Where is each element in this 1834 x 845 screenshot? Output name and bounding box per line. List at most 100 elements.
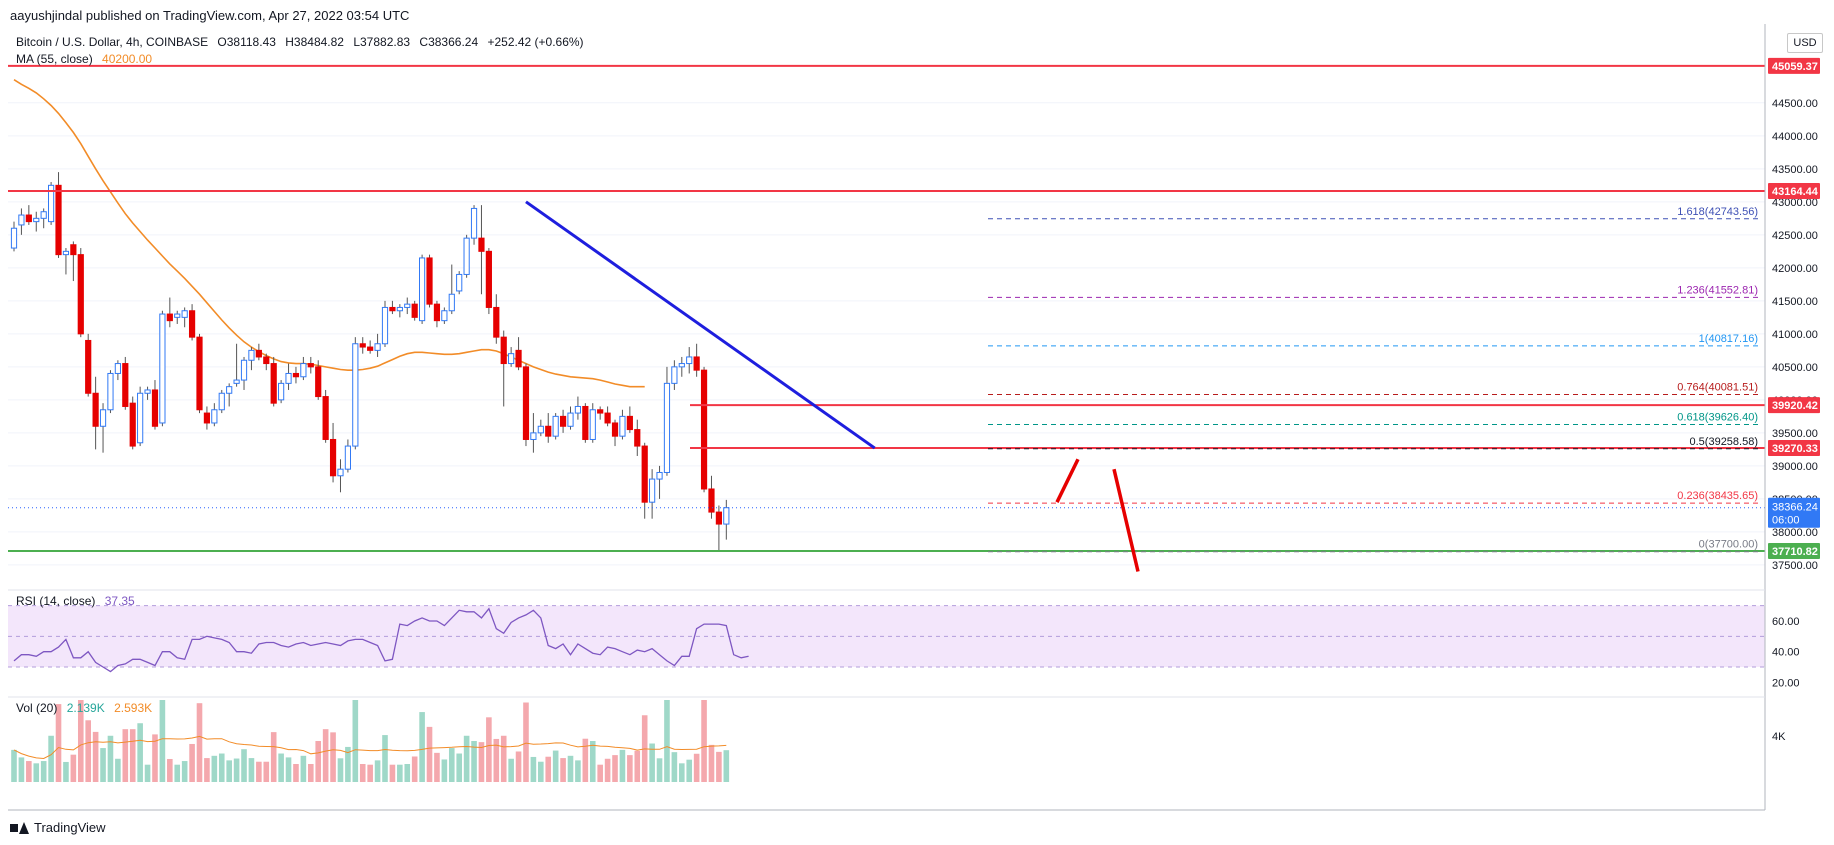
time-tick: 7 <box>1612 818 1618 819</box>
fib-label: 0(37700.00) <box>1699 539 1758 551</box>
volume-bar <box>55 704 62 782</box>
volume-bar <box>404 764 411 782</box>
price-tick: 42500.00 <box>1772 230 1818 242</box>
candle <box>248 347 255 371</box>
candle <box>122 356 129 410</box>
candle-body <box>166 313 173 322</box>
volume-bar <box>627 755 633 782</box>
candle <box>589 403 596 443</box>
time-tick: 22 <box>731 818 743 819</box>
candle-body <box>470 207 478 239</box>
candle <box>166 297 173 328</box>
candle <box>433 300 441 328</box>
volume-bar <box>552 750 559 782</box>
footer: TradingView <box>10 820 106 835</box>
candle-body <box>248 349 255 361</box>
candle <box>611 419 619 447</box>
candle <box>300 356 307 381</box>
candle <box>500 330 507 407</box>
volume-bar <box>256 761 262 782</box>
price-tick: 44500.00 <box>1772 98 1818 110</box>
candle-body <box>211 409 218 424</box>
candle <box>70 241 77 282</box>
volume-bar <box>538 761 544 782</box>
candle <box>574 396 582 420</box>
volume-bar <box>716 751 722 782</box>
candle-body <box>359 343 366 348</box>
volume-bar <box>382 735 388 782</box>
candle-body <box>396 306 403 312</box>
chart[interactable]: 1.618(42743.56) 1.236(41552.81) 1(40817.16… <box>0 24 1834 819</box>
candle <box>129 396 136 450</box>
currency-button[interactable]: USD <box>1787 33 1823 53</box>
candle-body <box>545 425 552 437</box>
price-tick: 41500.00 <box>1772 296 1818 308</box>
time-tick: 12:00 <box>812 818 840 819</box>
candle <box>552 413 559 440</box>
candle <box>218 389 225 414</box>
volume-bar <box>152 734 158 782</box>
candle-body <box>122 363 129 407</box>
candle-body <box>381 306 389 345</box>
ma-line <box>13 79 645 388</box>
candle-body <box>315 366 322 398</box>
candle <box>137 386 144 447</box>
candle <box>470 205 478 245</box>
volume-bar <box>308 764 314 782</box>
time-tick: 15 <box>320 818 332 819</box>
volume-bar <box>300 755 307 782</box>
fibonacci: 1.618(42743.56) 1.236(41552.81) 1(40817.16… <box>988 206 1762 553</box>
volume-ma-line <box>13 735 727 760</box>
candle-body <box>70 244 77 256</box>
candle <box>671 360 678 390</box>
candle-body <box>419 257 426 322</box>
rsi-tick: 60.00 <box>1772 616 1800 628</box>
candle-body <box>144 389 151 394</box>
volume-bar <box>137 723 143 782</box>
volume-bar <box>174 764 181 782</box>
candle <box>33 211 40 232</box>
volume-tick: 4K <box>1772 731 1786 743</box>
candle-body <box>700 369 708 490</box>
volume-bar <box>107 735 114 782</box>
candles <box>10 172 730 552</box>
candle <box>634 419 641 456</box>
ma-series-line <box>13 79 645 388</box>
volume-bar <box>515 751 522 782</box>
level-tag-text: 45059.37 <box>1772 61 1818 73</box>
current-price-text: 38366.24 <box>1772 502 1818 514</box>
price-tick: 43500.00 <box>1772 164 1818 176</box>
volume-bar <box>530 756 537 782</box>
candle-body <box>604 412 611 424</box>
candle-body <box>62 250 70 256</box>
volume-bar <box>411 756 418 782</box>
candle-body <box>322 396 329 440</box>
candle-body <box>522 366 530 440</box>
volume-bar <box>204 758 210 782</box>
candle <box>344 439 351 473</box>
volume-bar <box>115 758 121 782</box>
volume-bar <box>70 754 77 782</box>
rsi-pane <box>8 605 1765 673</box>
candle <box>40 208 47 229</box>
volume-bar <box>500 735 507 782</box>
level-tag <box>1768 397 1820 414</box>
time-tick: 00 <box>6 818 18 819</box>
candle-body <box>500 336 507 365</box>
candle-body <box>678 363 685 368</box>
candle-body <box>649 478 656 503</box>
candle-body <box>552 415 559 437</box>
time-tick: 5 <box>1496 818 1502 819</box>
candle <box>77 248 84 338</box>
volume-bar <box>189 743 195 782</box>
fib-label: 0.618(39626.40) <box>1677 412 1758 424</box>
volume-bar <box>604 758 611 782</box>
level-tag <box>1768 182 1820 199</box>
candle <box>315 360 322 400</box>
candle <box>263 353 270 371</box>
candle <box>181 307 188 328</box>
candle <box>463 234 470 278</box>
candle-body <box>456 273 463 292</box>
volume-bar <box>352 700 359 782</box>
candle-body <box>99 409 107 427</box>
